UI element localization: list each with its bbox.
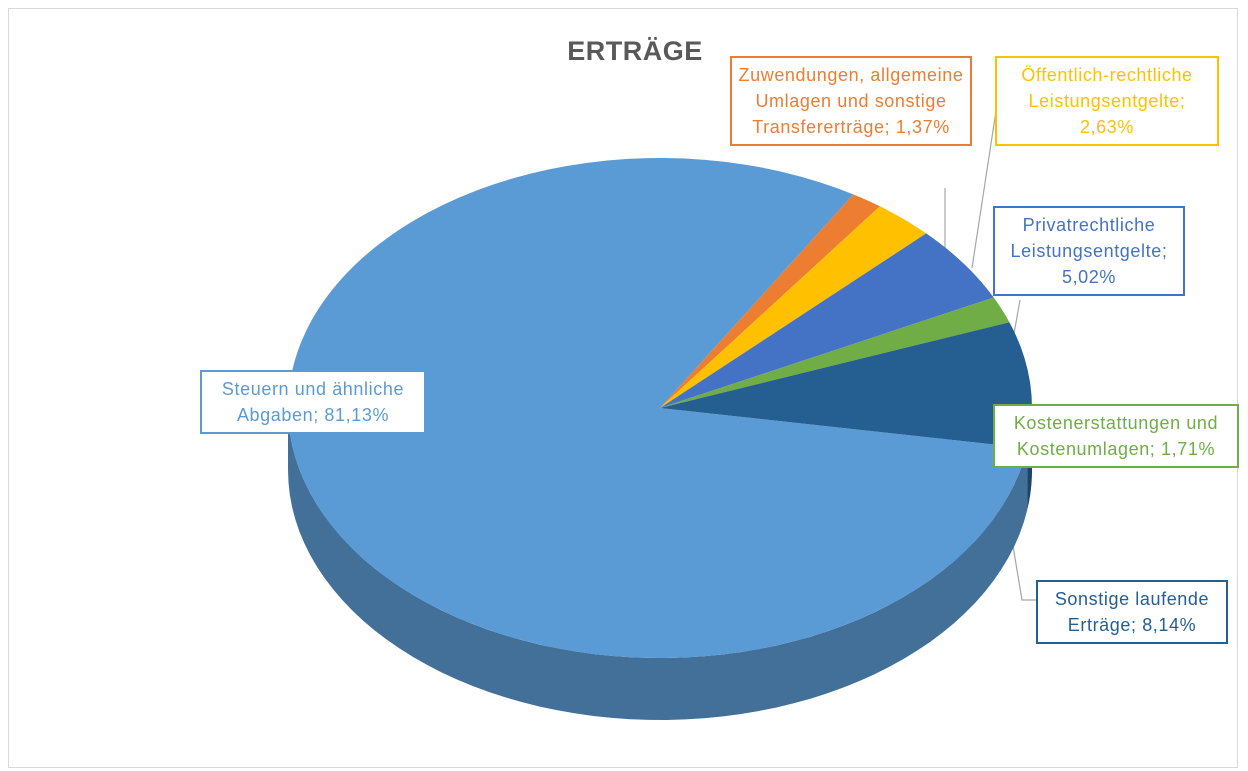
pie-slice-zuwendungen xyxy=(660,194,880,408)
data-label-oeffentlich: Öffentlich-rechtliche Leistungsentgelte;… xyxy=(995,56,1219,146)
pie-top xyxy=(288,158,1033,659)
leader-lines xyxy=(944,97,1036,601)
pie-slice-oeffentlich xyxy=(660,206,927,408)
pie-side-steuern xyxy=(288,408,1028,720)
pie-slice-sonstige xyxy=(660,322,1033,449)
data-label-sonstige: Sonstige laufende Erträge; 8,14% xyxy=(1036,580,1228,644)
leader-line-oeffentlich xyxy=(971,97,999,269)
pie-slice-privatrechtlich xyxy=(660,233,994,408)
data-label-privatrechtlich: Privatrechtliche Leistungsentgelte; 5,02… xyxy=(993,206,1185,296)
pie-slice-steuern xyxy=(288,158,1028,659)
chart-title: ERTRÄGE xyxy=(567,36,703,66)
pie-slice-kostenerstattungen xyxy=(660,297,1010,408)
data-label-kostenerstattungen: Kostenerstattungen und Kostenumlagen; 1,… xyxy=(993,404,1239,468)
leader-line-sonstige xyxy=(1011,539,1036,601)
data-label-zuwendungen: Zuwendungen, allgemeine Umlagen und sons… xyxy=(730,56,972,146)
data-label-steuern: Steuern und ähnliche Abgaben; 81,13% xyxy=(200,370,426,434)
